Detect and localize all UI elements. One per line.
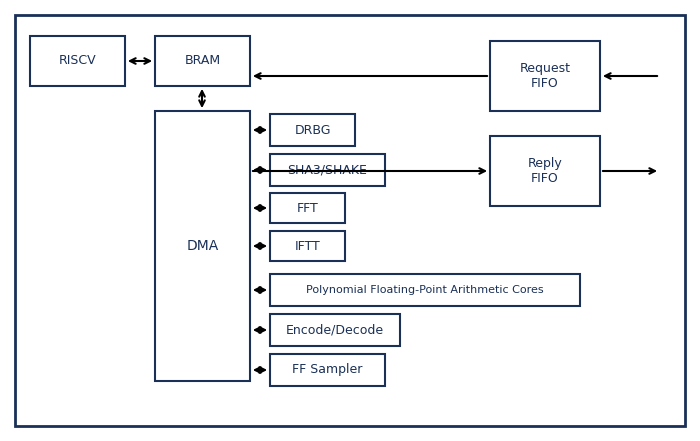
Bar xyxy=(270,231,345,261)
Bar xyxy=(270,114,355,146)
Bar xyxy=(270,274,580,306)
Text: IFTT: IFTT xyxy=(295,239,321,253)
Bar xyxy=(270,314,400,346)
Text: BRAM: BRAM xyxy=(184,55,220,67)
Text: DRBG: DRBG xyxy=(294,123,330,137)
Text: Polynomial Floating-Point Arithmetic Cores: Polynomial Floating-Point Arithmetic Cor… xyxy=(306,285,544,295)
Bar xyxy=(155,36,250,86)
Bar xyxy=(490,136,600,206)
Bar xyxy=(30,36,125,86)
Text: Reply
FIFO: Reply FIFO xyxy=(528,157,562,185)
Bar xyxy=(270,193,345,223)
Text: DMA: DMA xyxy=(186,239,218,253)
Bar xyxy=(155,111,250,381)
Text: FFT: FFT xyxy=(297,202,319,214)
Text: Encode/Decode: Encode/Decode xyxy=(286,324,384,336)
Text: RISCV: RISCV xyxy=(59,55,97,67)
Text: FF Sampler: FF Sampler xyxy=(293,363,363,377)
Bar xyxy=(490,41,600,111)
Bar xyxy=(270,354,385,386)
Text: Request
FIFO: Request FIFO xyxy=(519,62,570,90)
Bar xyxy=(270,154,385,186)
Text: SHA3/SHAKE: SHA3/SHAKE xyxy=(288,164,368,176)
